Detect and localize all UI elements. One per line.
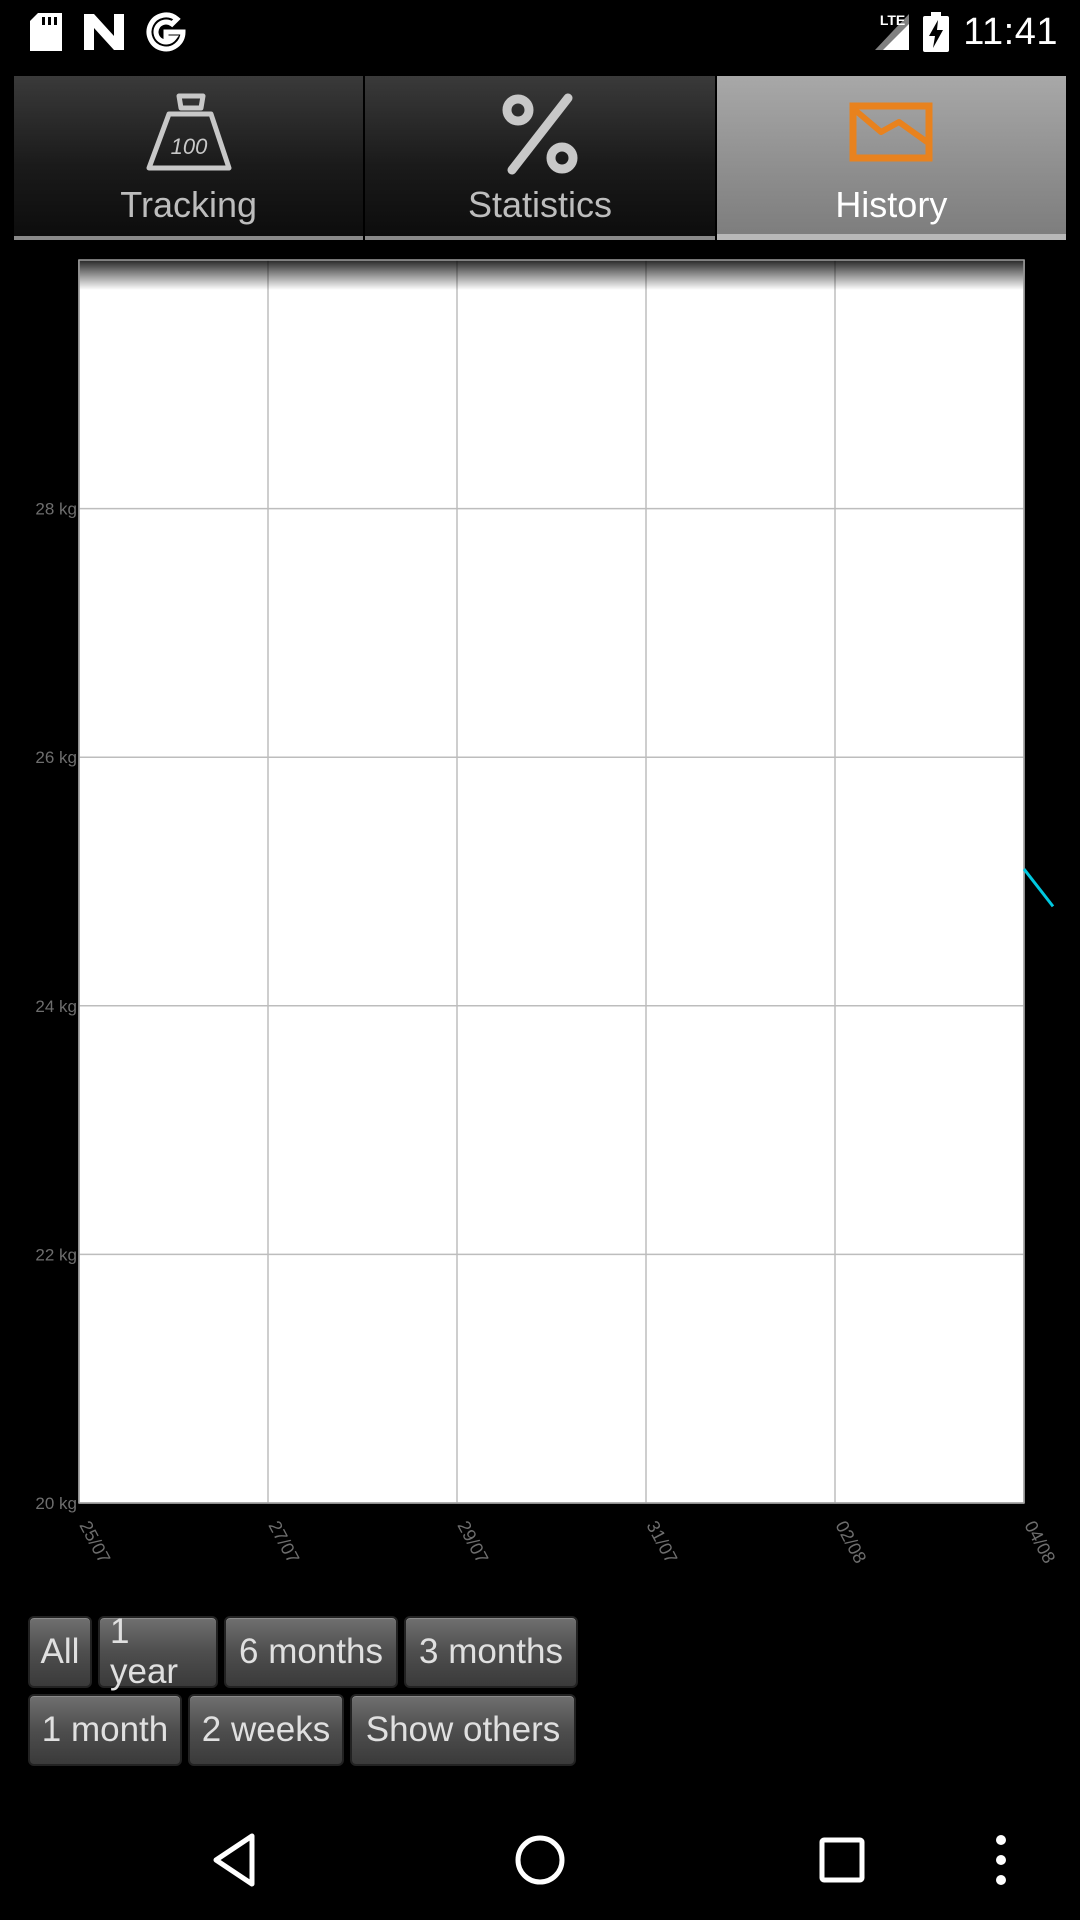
home-icon[interactable] (510, 1830, 570, 1890)
signal-icon (875, 14, 910, 50)
svg-text:100: 100 (170, 134, 207, 159)
x-tick-label: 04/08 (1020, 1517, 1059, 1566)
tab-label: Tracking (120, 184, 258, 225)
range-1-year-button[interactable]: 1 year (98, 1612, 218, 1691)
sd-card-icon (30, 13, 62, 51)
x-tick-label: 31/07 (642, 1517, 681, 1566)
range-buttons-row-2: 1 month 2 weeks Show others (28, 1694, 576, 1766)
tab-label: History (835, 184, 948, 225)
plot-top-shade (79, 260, 1024, 290)
y-tick-label: 26 kg (35, 748, 77, 767)
y-tick-label: 22 kg (35, 1245, 77, 1264)
network-type: LTE (879, 12, 906, 28)
status-right: LTE 11:41 (875, 8, 1058, 56)
x-tick-label: 02/08 (831, 1517, 870, 1566)
x-tick-label: 29/07 (453, 1517, 492, 1566)
y-tick-label: 28 kg (35, 500, 77, 519)
tab-history[interactable]: History (716, 76, 1067, 240)
range-3-months-button[interactable]: 3 months (404, 1616, 578, 1688)
tab-label: Statistics (467, 184, 613, 225)
history-chart-svg: 28 kg 26 kg 24 kg 22 kg 20 kg 25/07 27/07 29/07… (35, 259, 1059, 1567)
scale-weight-icon: 100 (146, 93, 232, 171)
range-all-button[interactable]: All (28, 1616, 92, 1688)
tab-tracking[interactable]: 100 Tracking (14, 76, 366, 240)
tab-statistics[interactable]: Statistics (365, 76, 717, 240)
x-tick-label: 27/07 (264, 1517, 303, 1566)
battery-charging-icon (923, 12, 950, 52)
percent-icon (502, 93, 578, 175)
history-chart[interactable]: 28 kg 26 kg 24 kg 22 kg 20 kg 25/07 27/07 29/07… (0, 250, 1080, 1590)
recents-icon[interactable] (812, 1830, 872, 1890)
range-1-month-button[interactable]: 1 month (28, 1694, 182, 1766)
status-bar: LTE 11:41 (0, 0, 1080, 63)
plot-area (79, 260, 1024, 1503)
clock: 11:41 (963, 10, 1058, 53)
status-left (30, 12, 186, 52)
plot-border (78, 259, 1025, 1504)
overflow-menu-icon[interactable] (971, 1830, 1031, 1890)
show-others-button[interactable]: Show others (350, 1694, 576, 1766)
navigation-bar (0, 1800, 1080, 1920)
series-line (1022, 868, 1055, 908)
tab-bar: 100 Tracking Statistics History (14, 76, 1067, 240)
back-icon[interactable] (208, 1830, 268, 1890)
y-tick-label: 20 kg (35, 1494, 77, 1513)
x-tick-label: 25/07 (75, 1517, 114, 1566)
y-tick-label: 24 kg (35, 997, 77, 1016)
chart-envelope-icon (849, 102, 933, 162)
range-2-weeks-button[interactable]: 2 weeks (188, 1694, 344, 1766)
n-logo-icon (84, 14, 124, 50)
google-g-icon (146, 12, 186, 52)
range-6-months-button[interactable]: 6 months (224, 1616, 398, 1688)
range-buttons-row-1: All 1 year 6 months 3 months (28, 1612, 578, 1691)
